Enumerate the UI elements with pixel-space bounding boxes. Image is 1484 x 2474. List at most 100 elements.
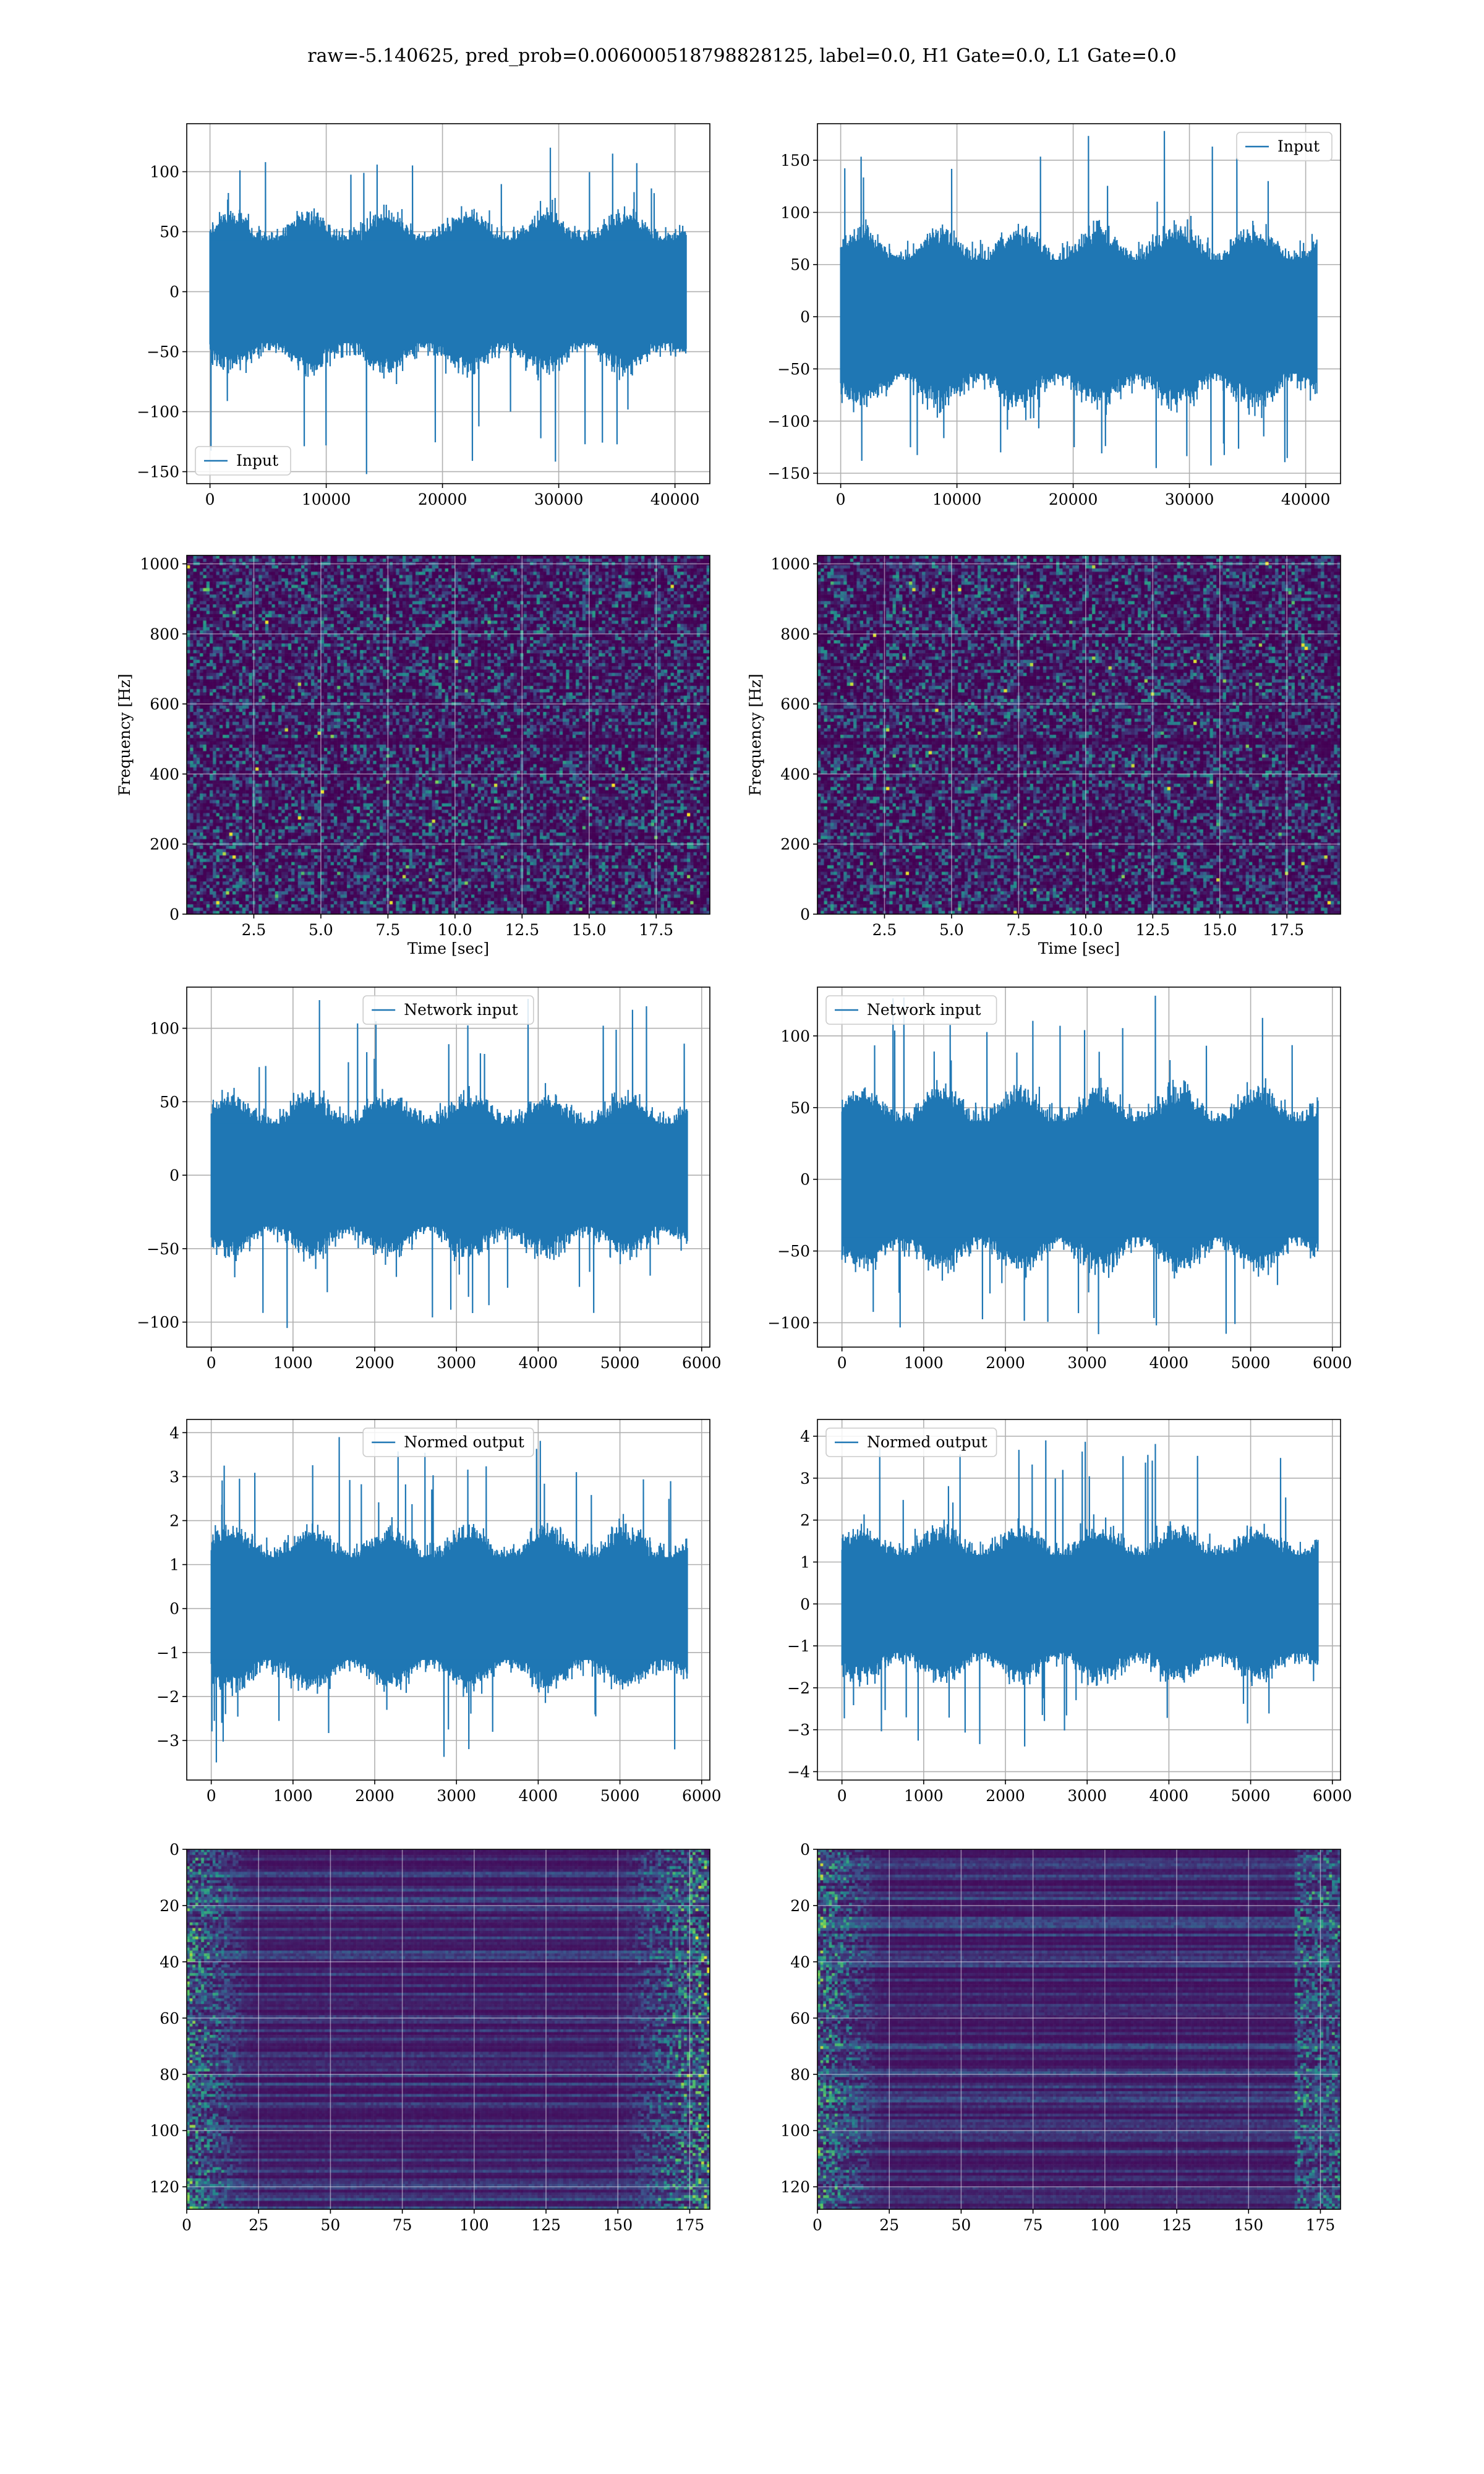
subplot-normed-output-h1: 0 1000 2000 3000 4000 5000 6000 −3 −2 −1 0 1 2 3 4 Norm… xyxy=(156,1419,722,1805)
subplot-input-h1: 0 10000 20000 30000 40000 −150 −100 −50 0 50 100 In… xyxy=(137,123,710,508)
y-tick-label: 120 xyxy=(780,2178,810,2196)
x-tick-label: 0 xyxy=(205,490,215,508)
subplot-normed-output-l1: 0 1000 2000 3000 4000 5000 6000 −4 −3 −2 −1 0 1 2 3 4 No… xyxy=(787,1419,1352,1805)
y-tick-label: 1000 xyxy=(140,555,179,573)
x-tick-label: 30000 xyxy=(1165,490,1214,508)
y-tick-label: 100 xyxy=(780,2122,810,2140)
subplot-grid: 0 10000 20000 30000 40000−150−100−50050100In… xyxy=(116,123,1352,2234)
x-tick-label: 5.0 xyxy=(309,921,333,939)
y-tick-label: 2 xyxy=(169,1512,179,1530)
legend-box xyxy=(1236,132,1333,161)
y-tick-label: 100 xyxy=(150,2122,179,2140)
y-tick-label: −3 xyxy=(156,1732,179,1750)
y-tick-label: 0 xyxy=(169,1600,179,1618)
legend: Input xyxy=(195,446,291,476)
x-tick-label: 1000 xyxy=(273,1787,313,1805)
x-tick-label: 50 xyxy=(952,2216,971,2234)
y-tick-label: 40 xyxy=(160,1953,179,1971)
x-tick-label: 1000 xyxy=(904,1787,944,1805)
y-tick-label: 2 xyxy=(800,1512,810,1530)
ticks: 0 1000 2000 3000 4000 5000 6000 −100 −50 0 50 100 xyxy=(767,1027,1352,1372)
y-tick-label: 100 xyxy=(780,203,810,221)
x-tick-label: 1000 xyxy=(273,1354,313,1372)
ticks: 0 1000 2000 3000 4000 5000 6000 −100 −50 0 50 100 xyxy=(137,1020,721,1372)
y-tick-label: 0 xyxy=(800,1841,810,1859)
x-tick-label: 3000 xyxy=(437,1787,476,1805)
y-tick-label: 80 xyxy=(790,2066,810,2084)
ticks: 2.5 5.0 7.5 10.0 12.5 15.0 17.5 0 200 400 600 800 10… xyxy=(770,555,1304,939)
x-axis-label: Time [sec] xyxy=(1038,940,1120,957)
y-tick-label: −150 xyxy=(137,463,179,481)
legend: Input xyxy=(1236,132,1333,161)
axes-frame xyxy=(817,1849,1341,2210)
y-tick-label: 0 xyxy=(800,308,810,326)
y-tick-label: 1 xyxy=(800,1553,810,1571)
series-core-band xyxy=(211,1123,688,1227)
y-tick-label: −3 xyxy=(787,1721,810,1739)
x-tick-label: 0 xyxy=(207,1354,216,1372)
y-tick-label: 600 xyxy=(150,695,179,713)
subplot-input-l1: 0 10000 20000 30000 40000 −150 −100 −50 0 50 100 15… xyxy=(767,123,1341,508)
x-tick-label: 20000 xyxy=(418,490,467,508)
subplot-spectrogram-l1: 2.5 5.0 7.5 10.0 12.5 15.0 17.5 0 200 400 600 800 10… xyxy=(746,555,1341,957)
x-tick-label: 2000 xyxy=(986,1787,1025,1805)
x-tick-label: 10000 xyxy=(932,490,982,508)
x-tick-label: 175 xyxy=(1306,2216,1336,2234)
y-tick-label: 20 xyxy=(160,1897,179,1915)
y-tick-label: 150 xyxy=(780,152,810,169)
y-tick-label: 0 xyxy=(169,283,179,301)
x-tick-label: 100 xyxy=(1090,2216,1120,2234)
axes-frame xyxy=(186,1419,710,1781)
ticks: 0 25 50 75 100 125 150 175 0 20 40 60 80 100 120 xyxy=(780,1841,1335,2234)
series-core-band xyxy=(211,1557,688,1660)
y-tick-label: −1 xyxy=(787,1637,810,1655)
x-tick-label: 30000 xyxy=(534,490,584,508)
y-tick-label: −2 xyxy=(156,1688,179,1706)
x-tick-label: 5.0 xyxy=(939,921,964,939)
x-tick-label: 5000 xyxy=(600,1787,640,1805)
series-core-band xyxy=(210,240,686,343)
axes-frame xyxy=(817,1419,1341,1781)
legend-label: Network input xyxy=(404,1001,518,1019)
ticks: 0 25 50 75 100 125 150 175 0 20 40 60 80 100 120 xyxy=(150,1841,704,2234)
legend-label: Normed output xyxy=(404,1433,524,1451)
x-tick-label: 17.5 xyxy=(1269,921,1304,939)
y-tick-label: 0 xyxy=(800,905,810,923)
y-tick-label: 120 xyxy=(150,2178,179,2196)
y-tick-label: 1000 xyxy=(770,555,810,573)
heatmap-image xyxy=(817,555,1341,914)
x-tick-label: 2000 xyxy=(355,1787,394,1805)
legend: Normed output xyxy=(362,1427,534,1457)
legend: Normed output xyxy=(825,1427,997,1457)
legend-label: Input xyxy=(236,452,278,469)
x-tick-label: 150 xyxy=(603,2216,633,2234)
y-tick-label: 1 xyxy=(169,1556,179,1574)
y-tick-label: −150 xyxy=(767,464,810,482)
heatmap-image xyxy=(187,1849,710,2209)
x-tick-label: 0 xyxy=(836,490,846,508)
x-tick-label: 4000 xyxy=(519,1787,558,1805)
y-tick-label: 4 xyxy=(800,1427,810,1445)
series-core-band xyxy=(842,1121,1318,1238)
x-tick-label: 125 xyxy=(531,2216,561,2234)
x-tick-label: 6000 xyxy=(1313,1787,1352,1805)
legend-box xyxy=(825,1427,997,1457)
x-tick-label: 6000 xyxy=(1313,1354,1352,1372)
legend-label: Input xyxy=(1277,137,1320,155)
y-tick-label: 200 xyxy=(150,836,179,854)
subplot-feature-map-l1: 0 25 50 75 100 125 150 175 0 20 40 60 80 100 120 xyxy=(780,1841,1341,2234)
x-tick-label: 10000 xyxy=(302,490,351,508)
x-tick-label: 3000 xyxy=(437,1354,476,1372)
heatmap-image xyxy=(817,1849,1341,2209)
legend: Network input xyxy=(825,995,997,1025)
x-tick-label: 17.5 xyxy=(639,921,673,939)
y-tick-label: 40 xyxy=(790,1953,810,1971)
x-tick-label: 10.0 xyxy=(1068,921,1103,939)
x-tick-label: 50 xyxy=(321,2216,341,2234)
axes-frame xyxy=(817,123,1341,484)
y-tick-label: −100 xyxy=(767,1314,810,1332)
x-tick-label: 100 xyxy=(459,2216,489,2234)
y-tick-label: −100 xyxy=(137,1314,179,1332)
x-tick-label: 25 xyxy=(249,2216,268,2234)
